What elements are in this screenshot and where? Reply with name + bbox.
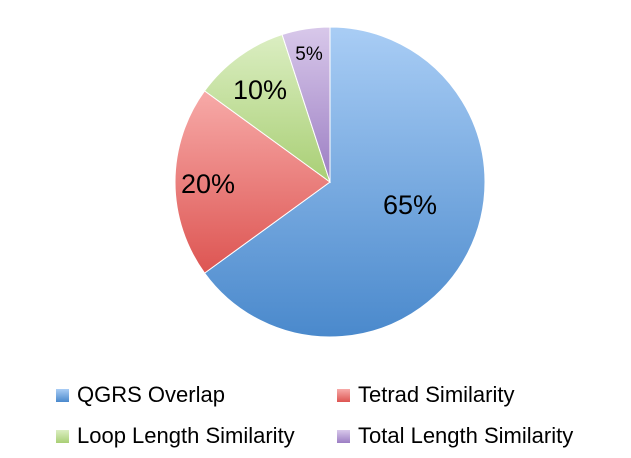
pie-label-tetrad-similarity: 20% (181, 169, 235, 199)
pie-plot-area: 65% 20% 10% 5% (174, 26, 486, 338)
legend-label-total-length-similarity: Total Length Similarity (358, 423, 574, 448)
pie-slices-group (174, 26, 486, 338)
legend-swatch-tetrad-similarity (337, 388, 350, 402)
pie-slice-loop-length-similarity (203, 33, 331, 184)
legend-item-tetrad-similarity: Tetrad Similarity (337, 377, 514, 413)
pie-label-qgrs-overlap: 65% (383, 190, 437, 220)
legend-swatch-total-length-similarity (337, 429, 350, 443)
legend-item-qgrs-overlap: QGRS Overlap (56, 377, 225, 413)
pie-label-loop-length-similarity: 10% (233, 75, 287, 105)
legend-label-qgrs-overlap: QGRS Overlap (77, 382, 225, 407)
pie-slice-tetrad-similarity (174, 90, 331, 274)
legend-item-loop-length-similarity: Loop Length Similarity (56, 418, 295, 454)
legend-swatch-loop-length-similarity (56, 429, 69, 443)
legend-label-tetrad-similarity: Tetrad Similarity (358, 382, 515, 407)
pie-labels-group: 65% 20% 10% 5% (181, 44, 437, 220)
legend-label-loop-length-similarity: Loop Length Similarity (77, 423, 295, 448)
legend-swatch-qgrs-overlap (56, 388, 69, 402)
legend-item-total-length-similarity: Total Length Similarity (337, 418, 573, 454)
chart-legend: QGRS Overlap Tetrad Similarity Loop Leng… (0, 375, 631, 455)
pie-slice-total-length-similarity (281, 26, 331, 183)
pie-slice-qgrs-overlap (203, 26, 486, 338)
pie-label-total-length-similarity: 5% (295, 44, 323, 65)
